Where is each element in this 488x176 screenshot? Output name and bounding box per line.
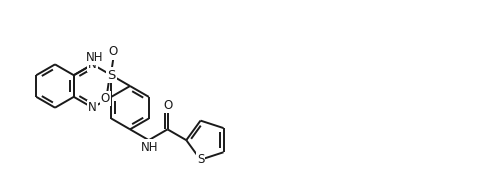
- Text: O: O: [163, 99, 172, 112]
- Text: N: N: [88, 58, 97, 71]
- Text: S: S: [197, 153, 204, 166]
- Text: NH: NH: [141, 141, 159, 153]
- Text: NH: NH: [86, 51, 103, 64]
- Text: N: N: [88, 101, 97, 114]
- Text: O: O: [109, 45, 118, 58]
- Text: S: S: [107, 69, 116, 82]
- Text: O: O: [101, 92, 110, 105]
